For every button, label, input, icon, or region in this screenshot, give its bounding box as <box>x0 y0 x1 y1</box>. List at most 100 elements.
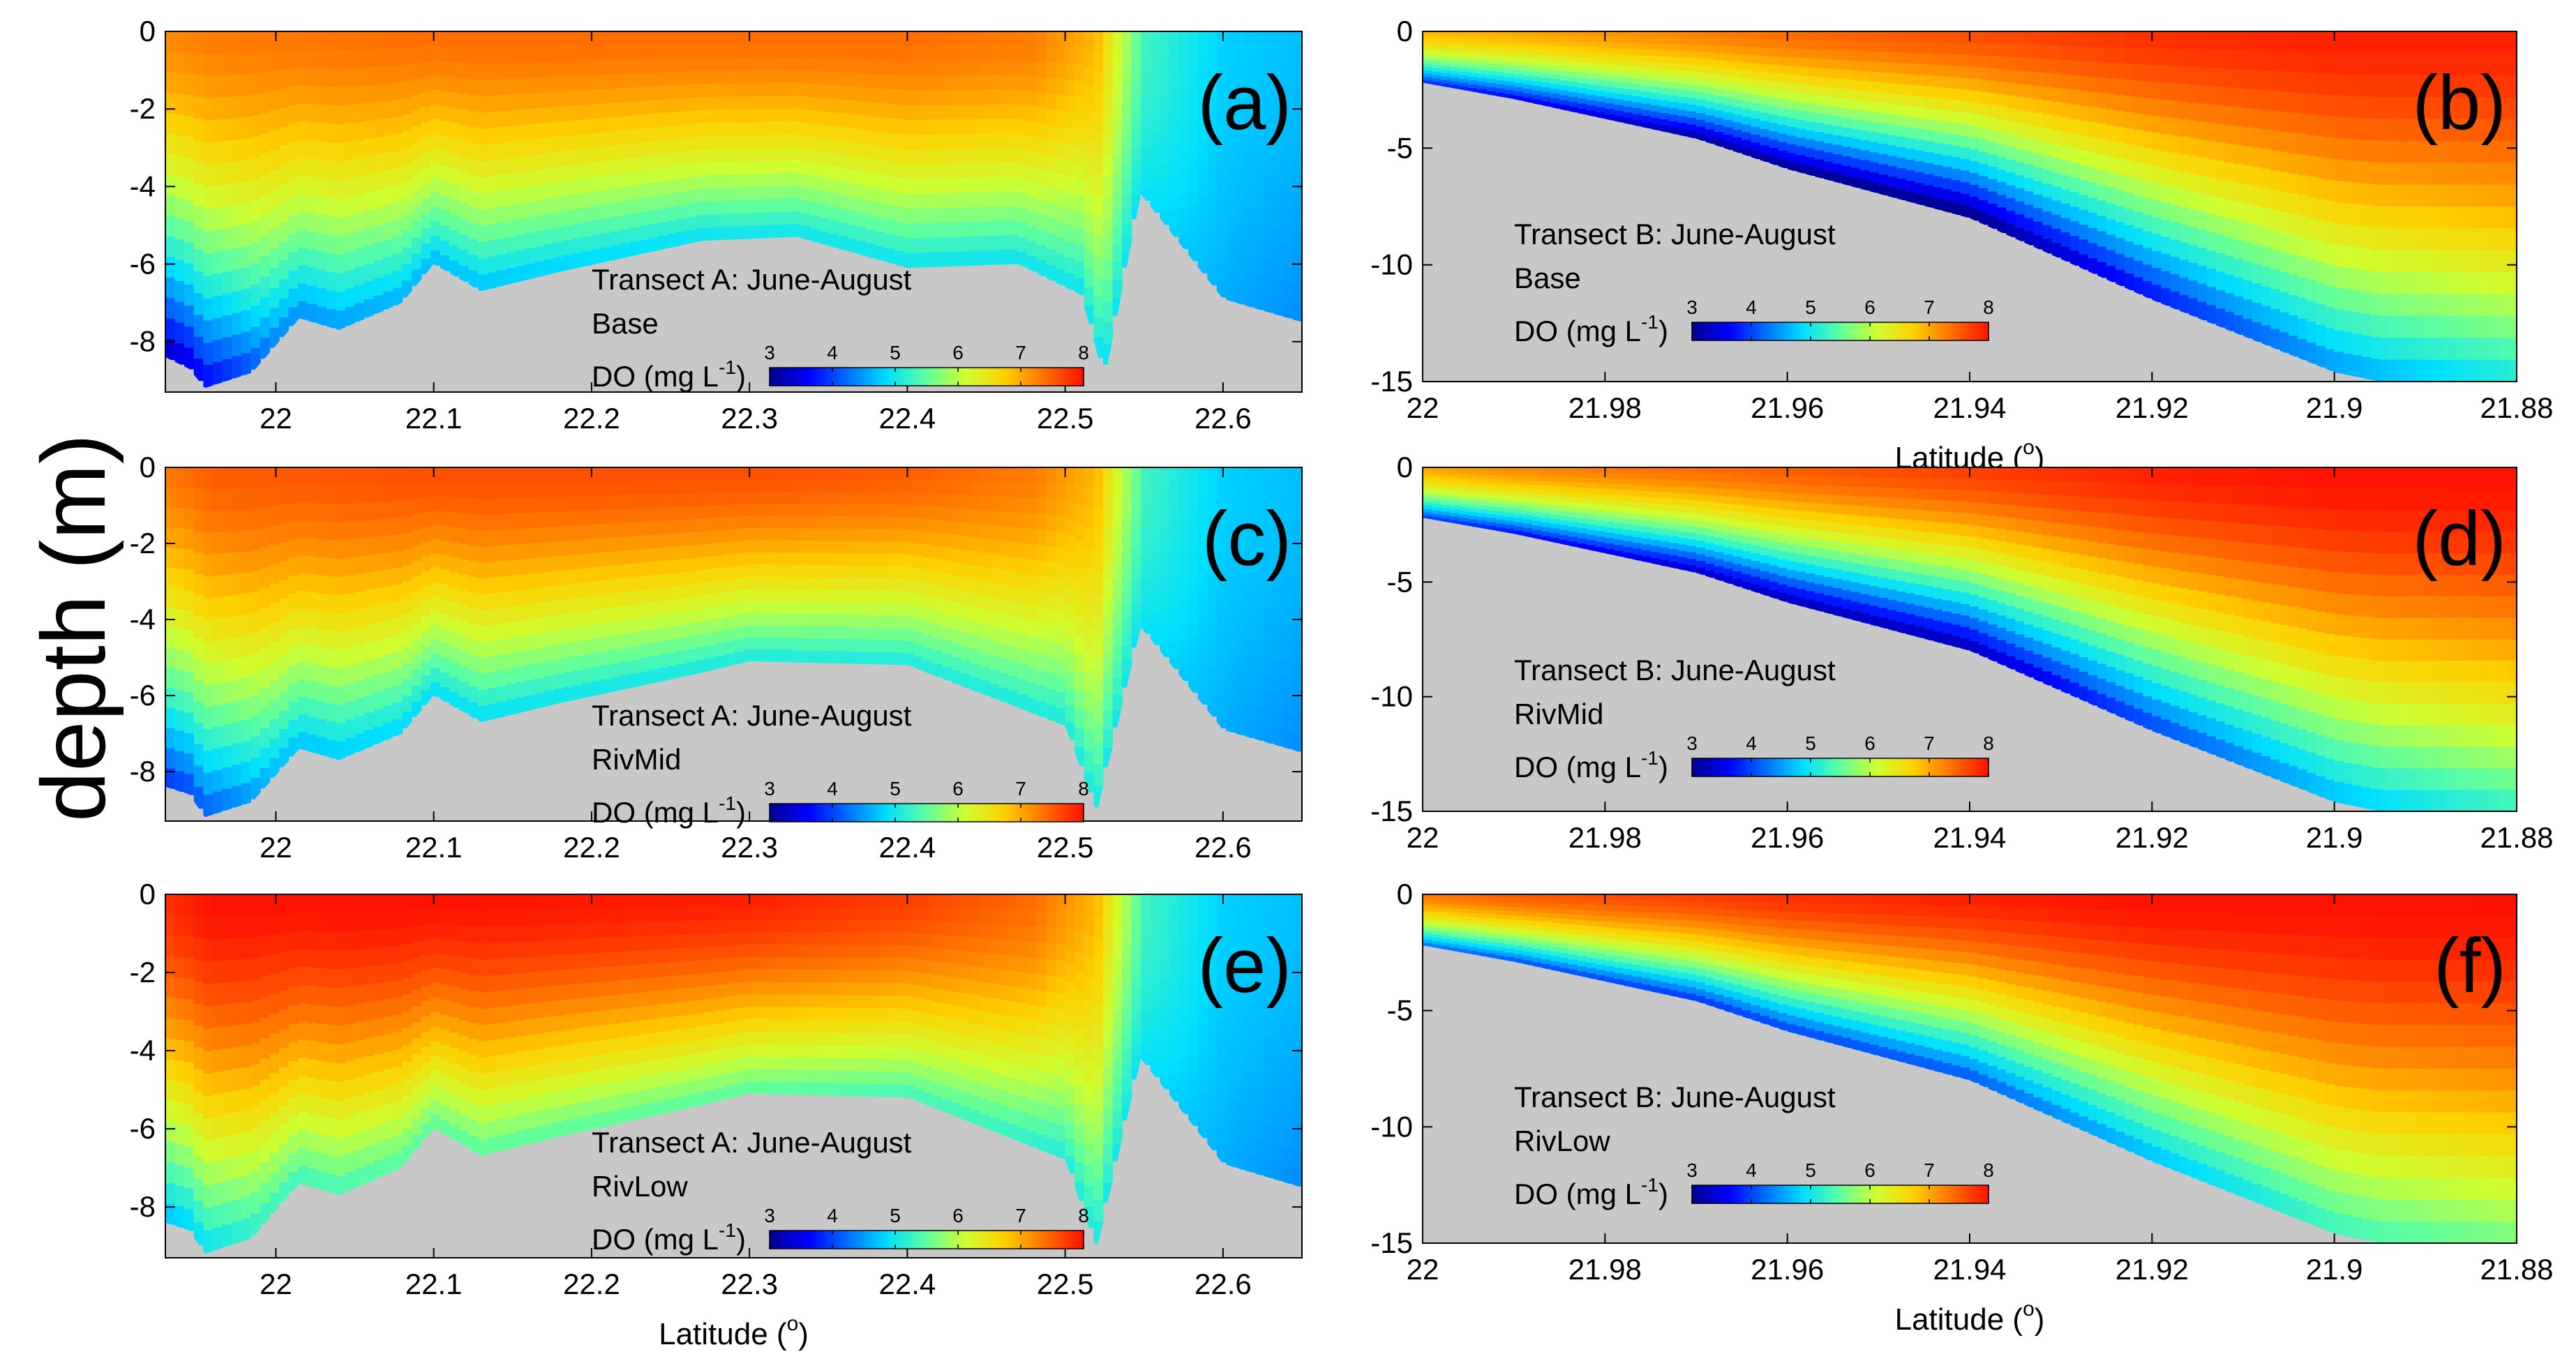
do-cell <box>317 737 327 756</box>
do-cell <box>364 695 375 714</box>
do-cell <box>534 663 545 679</box>
do-cell <box>1264 277 1275 296</box>
do-cell <box>516 203 526 220</box>
do-cell <box>856 227 867 242</box>
do-cell <box>2252 109 2262 129</box>
do-cell <box>1477 31 1488 36</box>
do-cell <box>2152 133 2162 151</box>
do-cell <box>1760 145 1770 154</box>
do-cell <box>1860 61 1871 72</box>
do-cell <box>1578 108 1587 115</box>
do-cell <box>2425 338 2436 361</box>
do-cell <box>629 171 640 186</box>
do-cell <box>174 280 185 303</box>
do-cell <box>1441 59 1451 63</box>
do-cell <box>1997 132 2007 145</box>
do-cell <box>1851 70 1861 81</box>
do-cell <box>497 142 507 160</box>
do-cell <box>828 152 839 167</box>
do-cell <box>174 629 185 651</box>
do-cell <box>260 296 271 318</box>
do-cell <box>477 47 488 65</box>
do-cell <box>563 240 574 256</box>
do-cell <box>2143 98 2153 116</box>
do-cell <box>2434 250 2445 273</box>
do-cell <box>2015 57 2025 72</box>
do-cell <box>762 601 772 614</box>
do-cell <box>2060 174 2071 190</box>
do-cell <box>184 651 195 672</box>
do-cell <box>638 603 650 618</box>
do-cell <box>165 587 176 609</box>
do-cell <box>1226 284 1236 302</box>
do-cell <box>2425 228 2436 251</box>
do-cell <box>326 123 337 144</box>
do-cell <box>458 528 470 545</box>
do-cell <box>2316 283 2326 305</box>
do-cell <box>1141 73 1151 85</box>
do-cell <box>1112 244 1123 263</box>
do-cell <box>336 631 346 651</box>
do-cell <box>1769 81 1779 91</box>
do-cell <box>2252 70 2262 91</box>
do-cell <box>2316 324 2326 347</box>
do-cell <box>2325 137 2335 160</box>
do-cell <box>951 149 962 165</box>
do-cell <box>942 46 952 61</box>
do-cell <box>894 163 905 179</box>
do-cell <box>1587 36 1597 43</box>
do-cell <box>1084 50 1095 69</box>
do-cell <box>307 176 318 196</box>
do-cell <box>506 173 517 190</box>
do-cell <box>572 670 583 686</box>
do-cell <box>1036 107 1047 124</box>
do-cell <box>212 791 223 814</box>
do-cell <box>468 624 479 640</box>
do-cell <box>383 654 394 672</box>
do-cell <box>866 102 876 117</box>
do-cell <box>998 176 1009 193</box>
do-cell <box>1046 140 1056 157</box>
do-cell <box>1979 212 1989 225</box>
do-cell <box>1532 99 1542 105</box>
do-cell <box>392 534 403 552</box>
do-cell <box>629 618 640 633</box>
do-cell <box>1450 49 1460 54</box>
do-cell <box>440 497 451 512</box>
do-cell <box>2079 75 2089 92</box>
do-cell <box>611 174 621 189</box>
do-cell <box>1008 206 1019 221</box>
do-cell <box>250 326 261 349</box>
do-cell <box>2480 315 2490 339</box>
do-cell <box>1979 128 1989 141</box>
do-cell <box>1751 150 1761 160</box>
do-cell <box>2279 211 2290 233</box>
do-cell <box>411 158 422 175</box>
do-cell <box>1245 238 1255 256</box>
do-cell <box>762 135 772 149</box>
do-cell <box>1942 110 1952 123</box>
do-cell <box>1074 113 1085 131</box>
do-cell <box>411 607 422 624</box>
do-cell <box>534 169 545 186</box>
do-cell <box>1970 114 1979 127</box>
do-cell <box>326 234 337 255</box>
do-cell <box>923 46 934 62</box>
do-cell <box>582 481 592 497</box>
do-cell <box>1559 85 1569 91</box>
do-cell <box>525 217 536 234</box>
do-cell <box>1933 176 1943 188</box>
do-cell <box>1532 68 1542 73</box>
do-cell <box>724 566 735 580</box>
do-cell <box>222 184 232 207</box>
do-cell <box>184 347 195 370</box>
do-cell <box>487 224 497 241</box>
do-cell <box>1805 31 1815 41</box>
do-cell <box>165 298 176 320</box>
do-cell <box>582 163 592 179</box>
do-cell <box>222 553 232 576</box>
do-cell <box>525 558 536 575</box>
do-cell <box>269 738 280 759</box>
do-cell <box>563 642 574 659</box>
